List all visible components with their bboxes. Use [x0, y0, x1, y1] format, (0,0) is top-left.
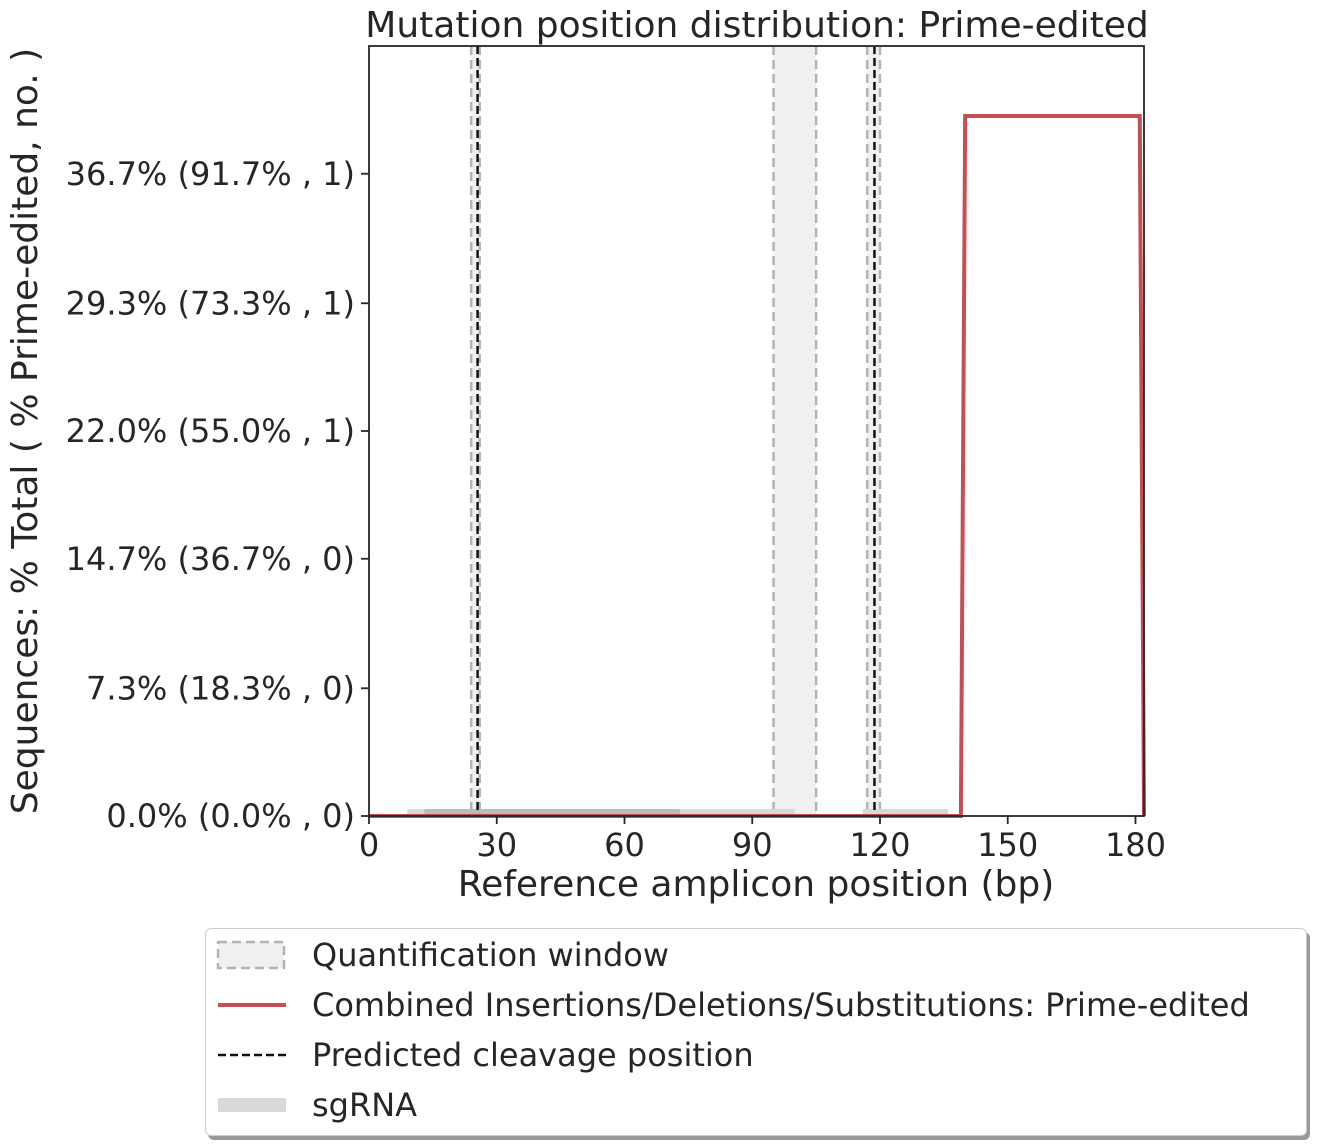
y-tick-label: 14.7% (36.7% , 0) — [66, 540, 355, 578]
x-tick-label: 60 — [604, 826, 645, 864]
x-tick-label: 0 — [359, 826, 379, 864]
y-tick-label: 36.7% (91.7% , 1) — [66, 155, 355, 193]
sgrna-bars — [407, 809, 949, 816]
sgrna-swatch-icon — [216, 1089, 288, 1121]
plot-area — [369, 46, 1144, 816]
window-swatch-icon — [216, 939, 288, 971]
legend-item-window: Quantification window — [216, 935, 669, 975]
legend-label: Quantification window — [312, 936, 670, 974]
quantification-window — [471, 46, 480, 816]
cleavage-lines — [476, 46, 876, 816]
x-tick-label: 150 — [977, 826, 1038, 864]
x-tick-label: 30 — [476, 826, 517, 864]
red-line-swatch-icon — [216, 989, 288, 1021]
quantification-window — [773, 46, 817, 816]
x-axis: 0 30 60 90 120 150 180 — [359, 816, 1166, 864]
x-tick-label: 120 — [849, 826, 910, 864]
sgrna-bar — [862, 809, 949, 816]
legend: Quantification window Combined Insertion… — [205, 928, 1307, 1136]
x-axis-label: Reference amplicon position (bp) — [458, 864, 1055, 905]
x-tick-label: 180 — [1105, 826, 1166, 864]
y-tick-label: 29.3% (73.3% , 1) — [66, 284, 355, 322]
legend-item-sgrna: sgRNA — [216, 1085, 417, 1125]
y-axis-label: Sequences: % Total ( % Prime-edited, no.… — [5, 48, 46, 814]
chart-title: Mutation position distribution: Prime-ed… — [365, 5, 1148, 46]
legend-item-series: Combined Insertions/Deletions/Substituti… — [216, 985, 1250, 1025]
chart: Mutation position distribution: Prime-ed… — [5, 5, 1166, 905]
y-axis: 0.0% (0.0% , 0) 7.3% (18.3% , 0) 14.7% (36… — [66, 155, 369, 835]
y-tick-label: 22.0% (55.0% , 1) — [66, 412, 355, 450]
y-tick-label: 0.0% (0.0% , 0) — [106, 797, 355, 835]
legend-label: sgRNA — [312, 1086, 418, 1124]
dashed-line-swatch-icon — [216, 1039, 288, 1071]
sgrna-bar — [424, 809, 680, 816]
legend-item-cleavage: Predicted cleavage position — [216, 1035, 754, 1075]
plot-background — [369, 46, 1144, 816]
legend-label: Predicted cleavage position — [312, 1036, 754, 1074]
legend-label: Combined Insertions/Deletions/Substituti… — [312, 986, 1250, 1024]
y-tick-label: 7.3% (18.3% , 0) — [86, 669, 355, 707]
x-tick-label: 90 — [732, 826, 773, 864]
